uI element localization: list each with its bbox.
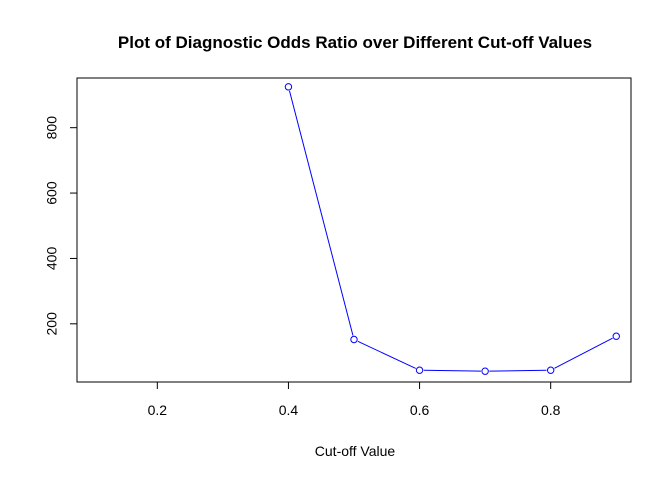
series-line-segment xyxy=(554,337,613,369)
x-axis: 0.2 0.4 0.6 0.8 xyxy=(148,381,561,418)
series-layer xyxy=(284,83,620,375)
y-tick-label: 600 xyxy=(44,181,60,205)
x-tick-label: 0.8 xyxy=(541,402,561,418)
y-tick-label: 800 xyxy=(44,116,60,140)
data-point xyxy=(546,366,555,374)
y-axis: 200 400 600 800 xyxy=(44,116,78,336)
x-tick-label: 0.4 xyxy=(279,402,299,418)
series-line-segment xyxy=(489,369,547,372)
data-point xyxy=(415,366,424,374)
y-tick-label: 400 xyxy=(44,247,60,271)
series-line-segment xyxy=(423,369,481,372)
x-tick-label: 0.2 xyxy=(148,402,168,418)
data-point xyxy=(284,83,293,91)
chart-title: Plot of Diagnostic Odds Ratio over Diffe… xyxy=(118,33,592,52)
x-axis-label: Cut-off Value xyxy=(315,443,396,459)
series-line-segment xyxy=(357,340,416,369)
data-point xyxy=(350,335,358,344)
x-tick-label: 0.6 xyxy=(410,402,430,418)
data-point xyxy=(481,367,489,375)
series-line-segment xyxy=(289,90,354,336)
data-point xyxy=(612,332,620,340)
y-tick-label: 200 xyxy=(44,312,60,336)
